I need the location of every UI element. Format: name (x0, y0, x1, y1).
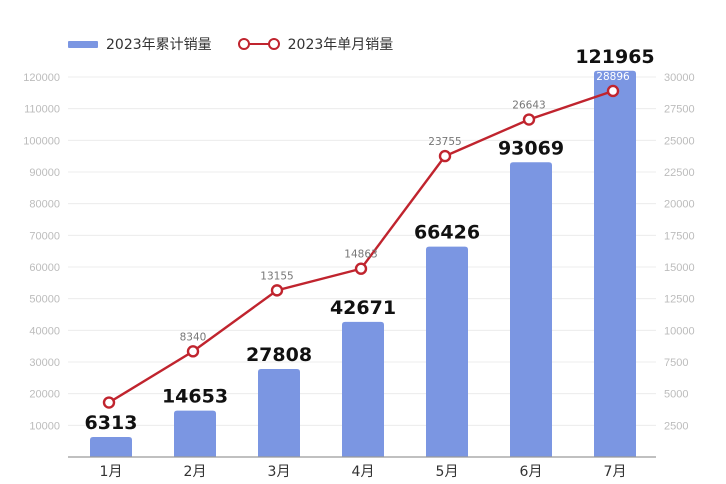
bar[interactable] (426, 246, 468, 457)
right-tick-label: 17500 (664, 230, 695, 242)
x-axis-labels: 1月 2月 3月 4月 5月 6月 7月 (100, 464, 627, 480)
bar[interactable] (174, 410, 216, 457)
line-point-marker[interactable] (522, 113, 536, 126)
left-tick-label: 20000 (29, 389, 60, 401)
line-series-monthly: 8340 13155 14863 23755 26643 28896 (102, 71, 630, 409)
left-tick-label: 90000 (29, 167, 60, 179)
x-category-label: 3月 (268, 464, 291, 480)
right-tick-label: 25000 (664, 135, 695, 147)
line-point-marker[interactable] (186, 345, 200, 358)
right-tick-label: 12500 (664, 294, 695, 306)
left-tick-label: 100000 (23, 135, 60, 147)
left-tick-label: 30000 (29, 357, 60, 369)
line-value-label: 28896 (596, 71, 630, 83)
bar[interactable] (342, 321, 384, 457)
left-tick-label: 120000 (23, 72, 60, 84)
right-tick-label: 15000 (664, 262, 695, 274)
line-point-marker[interactable] (102, 396, 116, 409)
left-tick-label: 50000 (29, 294, 60, 306)
right-tick-label: 27500 (664, 104, 695, 116)
legend-label-monthly: 2023年单月销量 (287, 37, 394, 53)
left-tick-label: 40000 (29, 325, 60, 337)
right-tick-label: 22500 (664, 167, 695, 179)
bar-value-label: 14653 (162, 386, 228, 408)
line-value-label: 14863 (344, 249, 377, 261)
line-value-label: 23755 (428, 136, 461, 148)
line-point-marker[interactable] (354, 262, 368, 275)
right-tick-label: 2500 (664, 420, 688, 432)
right-tick-label: 30000 (664, 72, 695, 84)
bar-value-label: 6313 (85, 412, 138, 434)
bar[interactable] (510, 162, 552, 457)
left-tick-label: 80000 (29, 199, 60, 211)
x-category-label: 4月 (352, 464, 375, 480)
right-tick-label: 7500 (664, 357, 688, 369)
chart-legend: 2023年累计销量 2023年单月销量 (68, 34, 419, 54)
left-tick-label: 70000 (29, 230, 60, 242)
legend-item-cumulative[interactable]: 2023年累计销量 (68, 34, 212, 54)
line-value-label: 26643 (512, 100, 545, 112)
legend-item-monthly[interactable]: 2023年单月销量 (237, 34, 394, 54)
right-y-axis: 2500 5000 7500 10000 12500 15000 17500 20000 225… (664, 72, 695, 432)
line-point-marker[interactable] (606, 84, 620, 98)
bar[interactable] (258, 368, 300, 457)
bar[interactable] (594, 70, 636, 457)
right-tick-label: 5000 (664, 389, 688, 401)
bar-value-label: 42671 (330, 297, 396, 319)
line-marker-swatch-icon (237, 37, 280, 51)
left-y-axis: 10000 20000 30000 40000 50000 60000 70000 80000… (23, 72, 60, 432)
legend-label-cumulative: 2023年累计销量 (106, 37, 212, 53)
bar-value-label: 66426 (414, 222, 480, 244)
x-category-label: 5月 (436, 464, 459, 480)
bar-swatch-icon (68, 40, 98, 48)
x-category-label: 2月 (184, 464, 207, 480)
bar-value-label: 93069 (498, 137, 564, 159)
line-point-marker[interactable] (438, 149, 452, 163)
line-value-label: 8340 (180, 331, 207, 343)
x-category-label: 7月 (604, 464, 627, 480)
bar-series-cumulative: 6313 14653 27808 42671 66426 93069 121965 (85, 46, 655, 457)
x-category-label: 6月 (520, 464, 543, 480)
right-tick-label: 20000 (664, 199, 695, 211)
left-tick-label: 10000 (29, 420, 60, 432)
bar-value-label: 121965 (575, 46, 654, 68)
x-category-label: 1月 (100, 464, 123, 480)
right-tick-label: 10000 (664, 325, 695, 337)
line-value-label: 13155 (260, 270, 293, 282)
left-tick-label: 60000 (29, 262, 60, 274)
line-point-marker[interactable] (270, 284, 284, 297)
left-tick-label: 110000 (24, 104, 60, 116)
bar-value-label: 27808 (246, 344, 312, 366)
bar[interactable] (90, 437, 132, 457)
